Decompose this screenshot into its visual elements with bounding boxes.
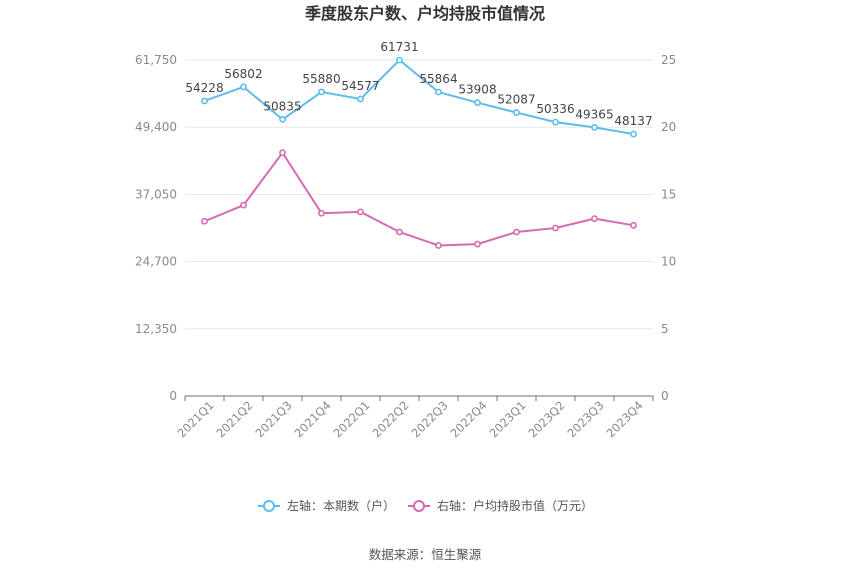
data-label: 56802 [224,67,262,81]
y-left-tick-label: 0 [169,389,177,403]
data-point-left [435,88,442,96]
data-point-right [279,149,286,157]
data-point-right [396,228,403,236]
data-point-right [201,217,208,225]
x-tick-label: 2023Q4 [603,398,645,440]
data-point-left [396,56,403,64]
data-point-left [318,88,325,96]
y-left-tick-label: 24,700 [135,255,177,269]
series-line-left [204,59,634,136]
legend-marker-icon [263,500,275,512]
data-point-left [513,109,520,116]
data-label: 49365 [575,107,613,121]
y-right-tick-label: 0 [661,389,669,403]
x-tick-label: 2023Q3 [564,398,606,440]
data-point-left [630,130,637,138]
data-point-right [240,201,247,209]
data-label: 55864 [419,72,457,86]
data-point-left [552,118,559,126]
series-line-right [204,151,634,247]
data-point-left [240,83,247,91]
chart-title: 季度股东户数、户均持股市值情况 [304,4,545,23]
legend-label: 左轴：本期数（户） [287,498,395,513]
x-tick-label: 2023Q1 [486,398,528,440]
data-label: 55880 [302,72,340,86]
x-tick-label: 2022Q3 [408,398,450,440]
data-label: 50835 [263,99,301,113]
y-right-tick-label: 15 [661,187,676,201]
legend-marker-icon [413,500,425,512]
data-label: 54228 [185,81,223,95]
x-tick-label: 2023Q2 [525,398,567,440]
x-tick-label: 2022Q2 [369,398,411,440]
y-left-tick-label: 61,750 [135,53,177,67]
data-point-left [474,99,481,107]
legend-item-left[interactable]: 左轴：本期数（户） [258,498,395,513]
data-point-right [435,242,442,249]
y-left-tick-label: 37,050 [135,187,177,201]
data-point-right [630,221,637,229]
legend-label: 右轴：户均持股市值（万元） [437,498,593,513]
data-point-left [201,97,208,105]
data-source: 数据来源：恒生聚源 [369,547,482,562]
data-point-right [474,240,481,248]
data-point-right [357,208,364,216]
y-right-tick-label: 5 [661,322,669,336]
x-tick-label: 2022Q1 [330,398,372,440]
data-label: 61731 [380,40,418,54]
y-right-tick-label: 20 [661,120,676,134]
data-point-left [591,123,598,131]
y-left-tick-label: 12,350 [135,322,177,336]
data-label: 52087 [497,93,535,107]
data-point-right [552,224,559,232]
data-label: 54577 [341,79,379,93]
data-point-right [513,228,520,236]
y-right-tick-label: 25 [661,53,676,67]
data-label: 50336 [536,102,574,116]
x-tick-label: 2021Q1 [174,398,216,440]
data-point-left [357,95,364,103]
data-point-left [279,115,286,123]
y-right-tick-label: 10 [661,255,676,269]
x-tick-label: 2021Q4 [291,398,333,440]
data-label: 48137 [614,114,652,128]
x-tick-label: 2021Q2 [213,398,255,440]
x-tick-label: 2021Q3 [252,398,294,440]
data-point-right [318,209,325,217]
x-tick-label: 2022Q4 [447,398,489,440]
legend-item-right[interactable]: 右轴：户均持股市值（万元） [408,498,593,513]
y-left-tick-label: 49,400 [135,120,177,134]
grid-layer [185,59,653,330]
data-point-right [591,215,598,222]
legend[interactable]: 左轴：本期数（户） 右轴：户均持股市值（万元） [258,498,593,513]
data-label: 53908 [458,83,496,97]
